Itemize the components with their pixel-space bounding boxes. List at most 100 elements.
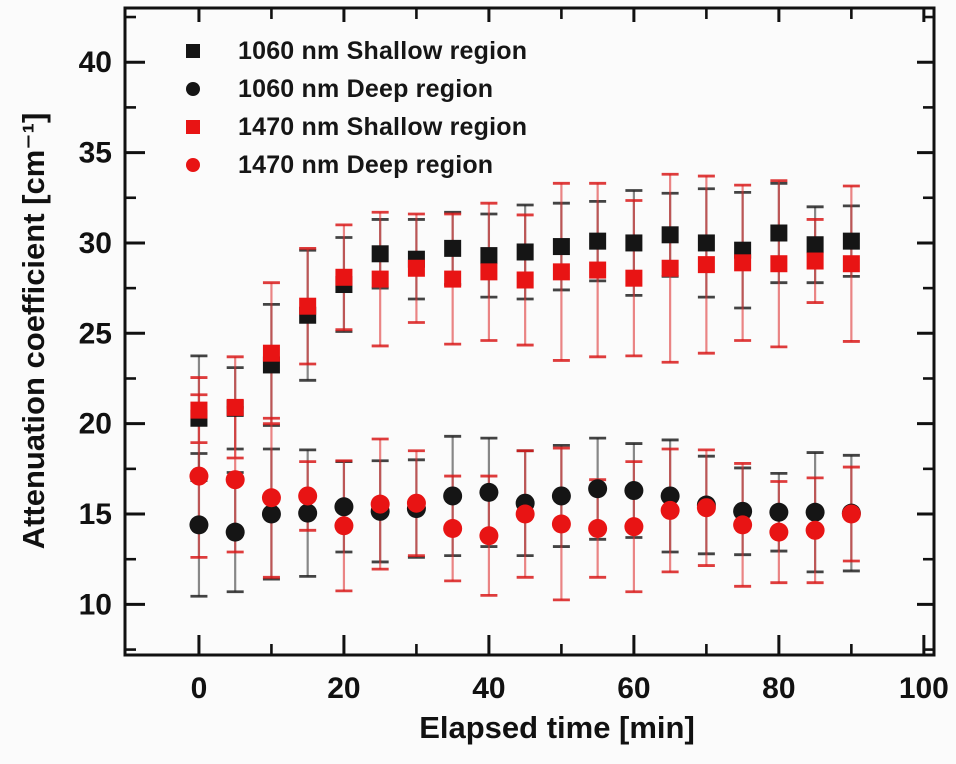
data-point-square [444,270,462,288]
data-point-square [842,255,860,273]
data-point-circle [551,514,571,534]
data-point-square [842,232,860,250]
legend-label-1060-shallow: 1060 nm Shallow region [238,36,528,65]
data-point-circle [805,502,825,522]
black-circle-marker-icon [186,82,200,96]
series-1470-deep [189,466,861,546]
data-point-square [697,234,715,252]
legend-marker-slot [178,44,208,58]
y-tick-label: 10 [79,588,112,621]
x-tick-label: 40 [472,672,505,705]
legend-row-1470-shallow: 1470 nm Shallow region [178,108,527,146]
data-point-circle [189,515,209,535]
data-point-square [552,238,570,256]
data-point-square [661,259,679,277]
data-point-square [661,226,679,244]
data-point-square [444,239,462,257]
data-point-circle [696,498,716,518]
data-point-circle [805,520,825,540]
legend-row-1060-shallow: 1060 nm Shallow region [178,32,527,70]
data-point-circle [189,466,209,486]
data-point-circle [298,486,318,506]
x-tick-label: 60 [617,672,650,705]
data-point-circle [370,494,390,514]
data-point-square [480,263,498,281]
data-point-square [770,224,788,242]
data-point-circle [841,504,861,524]
data-point-circle [225,522,245,542]
data-point-square [190,401,208,419]
data-point-circle [515,504,535,524]
x-tick-label: 20 [327,672,360,705]
data-point-circle [225,470,245,490]
data-point-square [516,243,534,261]
data-point-square [770,255,788,273]
data-point-square [734,254,752,272]
data-point-square [516,271,534,289]
legend-marker-slot [178,158,208,172]
data-point-circle [443,518,463,538]
legend-label-1060-deep: 1060 nm Deep region [238,74,494,103]
data-point-square [697,256,715,274]
data-point-square [262,344,280,362]
axes-layer [123,6,936,657]
data-point-square [335,268,353,286]
data-point-circle [769,522,789,542]
y-axis-title: Attenuation coefficient [cm⁻¹] [16,112,51,550]
black-square-marker-icon [186,44,200,58]
data-point-circle [588,479,608,499]
data-point-circle [769,502,789,522]
data-point-square [226,398,244,416]
legend: 1060 nm Shallow region 1060 nm Deep regi… [178,32,527,184]
data-point-circle [660,486,680,506]
x-tick-label: 100 [899,672,949,705]
markers-layer [189,224,861,546]
y-tick-label: 35 [79,137,112,170]
data-point-circle [479,526,499,546]
legend-label-1470-shallow: 1470 nm Shallow region [238,112,528,141]
data-point-circle [479,482,499,502]
data-point-square [806,252,824,270]
data-point-circle [334,497,354,517]
legend-row-1060-deep: 1060 nm Deep region [178,70,527,108]
data-point-square [407,259,425,277]
plot-frame [123,6,936,657]
data-point-circle [624,481,644,501]
y-tick-label: 30 [79,227,112,260]
x-tick-label: 80 [762,672,795,705]
data-point-square [625,269,643,287]
data-point-square [371,270,389,288]
legend-row-1470-deep: 1470 nm Deep region [178,146,527,184]
data-point-square [806,236,824,254]
data-point-circle [261,488,281,508]
data-point-circle [733,501,753,521]
tick-labels-layer: 0 20 40 60 80 100 10 15 20 25 30 35 40 [79,46,949,705]
data-point-circle [660,500,680,520]
data-point-circle [443,486,463,506]
data-point-circle [334,516,354,536]
legend-marker-slot [178,82,208,96]
data-point-circle [406,493,426,513]
red-circle-marker-icon [186,158,200,172]
data-point-square [625,234,643,252]
data-point-square [589,232,607,250]
red-square-marker-icon [186,120,200,134]
series-1470-shallow [190,252,860,419]
x-axis-title: Elapsed time [min] [419,710,695,745]
data-point-circle [588,518,608,538]
y-tick-label: 25 [79,317,112,350]
legend-label-1470-deep: 1470 nm Deep region [238,150,494,179]
data-point-square [480,247,498,265]
x-tick-label: 0 [191,672,208,705]
y-tick-label: 15 [79,498,112,531]
data-point-circle [733,515,753,535]
y-tick-label: 40 [79,46,112,79]
data-point-circle [261,504,281,524]
data-point-square [299,297,317,315]
data-point-circle [298,503,318,523]
data-point-circle [624,517,644,537]
data-point-circle [551,486,571,506]
